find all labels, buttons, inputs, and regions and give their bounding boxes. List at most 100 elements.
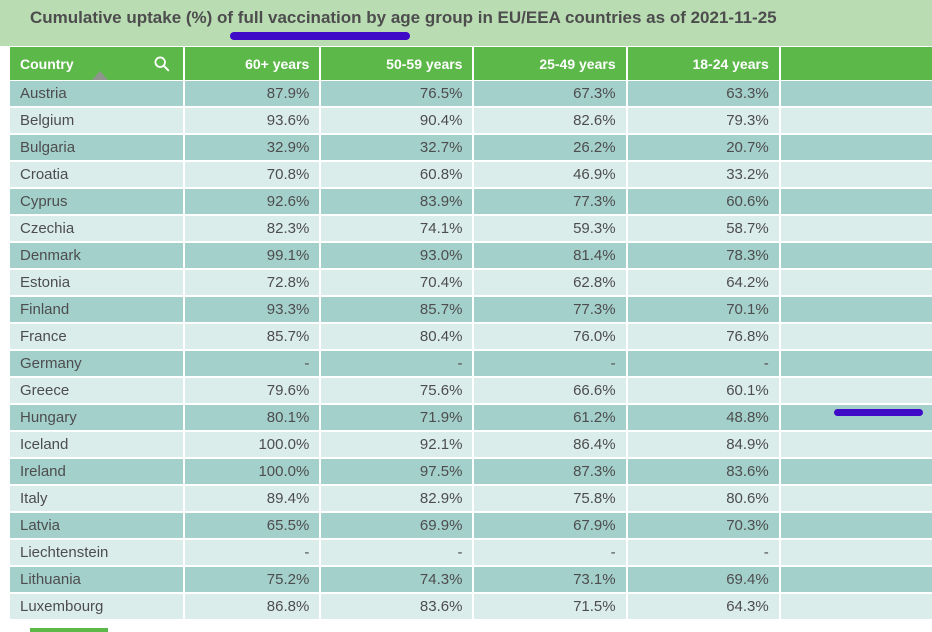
value-cell[interactable]: 77.3% [474,297,628,324]
value-cell[interactable]: 75.8% [474,486,628,513]
value-cell[interactable]: 32.7% [321,135,475,162]
country-cell[interactable]: Greece [10,378,185,405]
table-row[interactable]: France 85.7% 80.4% 76.0% 76.8% [10,324,932,351]
value-cell[interactable]: 71.5% [474,594,628,621]
value-cell[interactable]: 60.1% [627,378,781,405]
value-cell[interactable]: 67.3% [474,81,628,108]
value-cell[interactable]: 74.1% [321,216,475,243]
value-cell[interactable]: 93.3% [184,297,322,324]
value-cell[interactable]: 76.0% [474,324,628,351]
table-row[interactable]: Greece 79.6% 75.6% 66.6% 60.1% [10,378,932,405]
value-cell[interactable]: 87.9% [184,81,322,108]
table-row[interactable]: Finland 93.3% 85.7% 77.3% 70.1% [10,297,932,324]
table-row[interactable]: Hungary 80.1% 71.9% 61.2% 48.8% [10,405,932,432]
value-cell[interactable]: 75.6% [321,378,475,405]
value-cell[interactable]: 64.2% [627,270,781,297]
value-cell[interactable]: - [627,351,781,378]
value-cell[interactable]: - [184,540,322,567]
value-cell[interactable]: 80.4% [321,324,475,351]
table-row[interactable]: Liechtenstein - - - - [10,540,932,567]
value-cell[interactable]: 70.8% [184,162,322,189]
value-cell[interactable]: 20.7% [627,135,781,162]
value-cell[interactable]: 75.2% [184,567,322,594]
table-header-cell-18-24-years[interactable]: 18-24 years [627,47,781,81]
table-row[interactable]: Czechia 82.3% 74.1% 59.3% 58.7% [10,216,932,243]
country-cell[interactable]: Latvia [10,513,185,540]
table-row[interactable]: Lithuania 75.2% 74.3% 73.1% 69.4% [10,567,932,594]
value-cell[interactable]: 93.6% [184,108,322,135]
value-cell[interactable]: 85.7% [321,297,475,324]
search-icon[interactable] [153,55,171,73]
value-cell[interactable]: 100.0% [184,432,322,459]
value-cell[interactable]: 87.3% [474,459,628,486]
value-cell[interactable]: 82.3% [184,216,322,243]
value-cell[interactable]: - [474,540,628,567]
value-cell[interactable]: 66.6% [474,378,628,405]
table-row[interactable]: Latvia 65.5% 69.9% 67.9% 70.3% [10,513,932,540]
value-cell[interactable]: 79.3% [627,108,781,135]
country-cell[interactable]: Iceland [10,432,185,459]
value-cell[interactable]: 77.3% [474,189,628,216]
value-cell[interactable]: 65.5% [184,513,322,540]
value-cell[interactable]: 90.4% [321,108,475,135]
value-cell[interactable]: 79.6% [184,378,322,405]
value-cell[interactable]: 76.5% [321,81,475,108]
value-cell[interactable]: - [474,351,628,378]
country-cell[interactable]: Liechtenstein [10,540,185,567]
value-cell[interactable]: 80.6% [627,486,781,513]
value-cell[interactable]: 72.8% [184,270,322,297]
country-cell[interactable]: Czechia [10,216,185,243]
value-cell[interactable]: 70.1% [627,297,781,324]
value-cell[interactable]: 92.1% [321,432,475,459]
country-cell[interactable]: Germany [10,351,185,378]
value-cell[interactable]: 78.3% [627,243,781,270]
value-cell[interactable]: 60.6% [627,189,781,216]
value-cell[interactable]: 80.1% [184,405,322,432]
table-header-cell-60-years[interactable]: 60+ years [184,47,322,81]
value-cell[interactable]: 33.2% [627,162,781,189]
table-row[interactable]: Austria 87.9% 76.5% 67.3% 63.3% [10,81,932,108]
table-row[interactable]: Belgium 93.6% 90.4% 82.6% 79.3% [10,108,932,135]
value-cell[interactable]: 89.4% [184,486,322,513]
value-cell[interactable]: 64.3% [627,594,781,621]
value-cell[interactable]: 67.9% [474,513,628,540]
country-cell[interactable]: Austria [10,81,185,108]
value-cell[interactable]: 74.3% [321,567,475,594]
country-cell[interactable]: Ireland [10,459,185,486]
table-row[interactable]: Iceland 100.0% 92.1% 86.4% 84.9% [10,432,932,459]
country-cell[interactable]: Croatia [10,162,185,189]
value-cell[interactable]: 82.9% [321,486,475,513]
table-row[interactable]: Cyprus 92.6% 83.9% 77.3% 60.6% [10,189,932,216]
value-cell[interactable]: 26.2% [474,135,628,162]
country-cell[interactable]: Italy [10,486,185,513]
country-cell[interactable]: France [10,324,185,351]
value-cell[interactable]: 76.8% [627,324,781,351]
value-cell[interactable]: - [321,540,475,567]
value-cell[interactable]: 69.4% [627,567,781,594]
value-cell[interactable]: 61.2% [474,405,628,432]
value-cell[interactable]: 81.4% [474,243,628,270]
value-cell[interactable]: 84.9% [627,432,781,459]
country-cell[interactable]: Belgium [10,108,185,135]
value-cell[interactable]: - [184,351,322,378]
value-cell[interactable]: 85.7% [184,324,322,351]
country-cell[interactable]: Finland [10,297,185,324]
table-row[interactable]: Bulgaria 32.9% 32.7% 26.2% 20.7% [10,135,932,162]
country-cell[interactable]: Luxembourg [10,594,185,621]
table-row[interactable]: Italy 89.4% 82.9% 75.8% 80.6% [10,486,932,513]
value-cell[interactable]: 97.5% [321,459,475,486]
value-cell[interactable]: - [627,540,781,567]
value-cell[interactable]: 46.9% [474,162,628,189]
value-cell[interactable]: 86.8% [184,594,322,621]
table-row[interactable]: Ireland 100.0% 97.5% 87.3% 83.6% [10,459,932,486]
value-cell[interactable]: 63.3% [627,81,781,108]
country-cell[interactable]: Denmark [10,243,185,270]
table-row[interactable]: Germany - - - - [10,351,932,378]
sort-ascending-icon[interactable] [92,71,108,80]
value-cell[interactable]: 86.4% [474,432,628,459]
country-cell[interactable]: Lithuania [10,567,185,594]
country-cell[interactable]: Estonia [10,270,185,297]
value-cell[interactable]: 58.7% [627,216,781,243]
table-header-cell-50-59-years[interactable]: 50-59 years [321,47,475,81]
table-row[interactable]: Luxembourg 86.8% 83.6% 71.5% 64.3% [10,594,932,621]
